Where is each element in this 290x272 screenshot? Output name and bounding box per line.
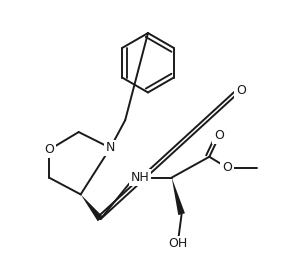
Text: N: N: [106, 141, 115, 154]
Text: O: O: [44, 143, 54, 156]
Text: OH: OH: [168, 237, 187, 251]
Text: NH: NH: [131, 171, 149, 184]
Polygon shape: [172, 178, 185, 215]
Text: O: O: [214, 129, 224, 143]
Text: O: O: [222, 161, 232, 174]
Polygon shape: [81, 194, 103, 221]
Text: O: O: [236, 84, 246, 97]
